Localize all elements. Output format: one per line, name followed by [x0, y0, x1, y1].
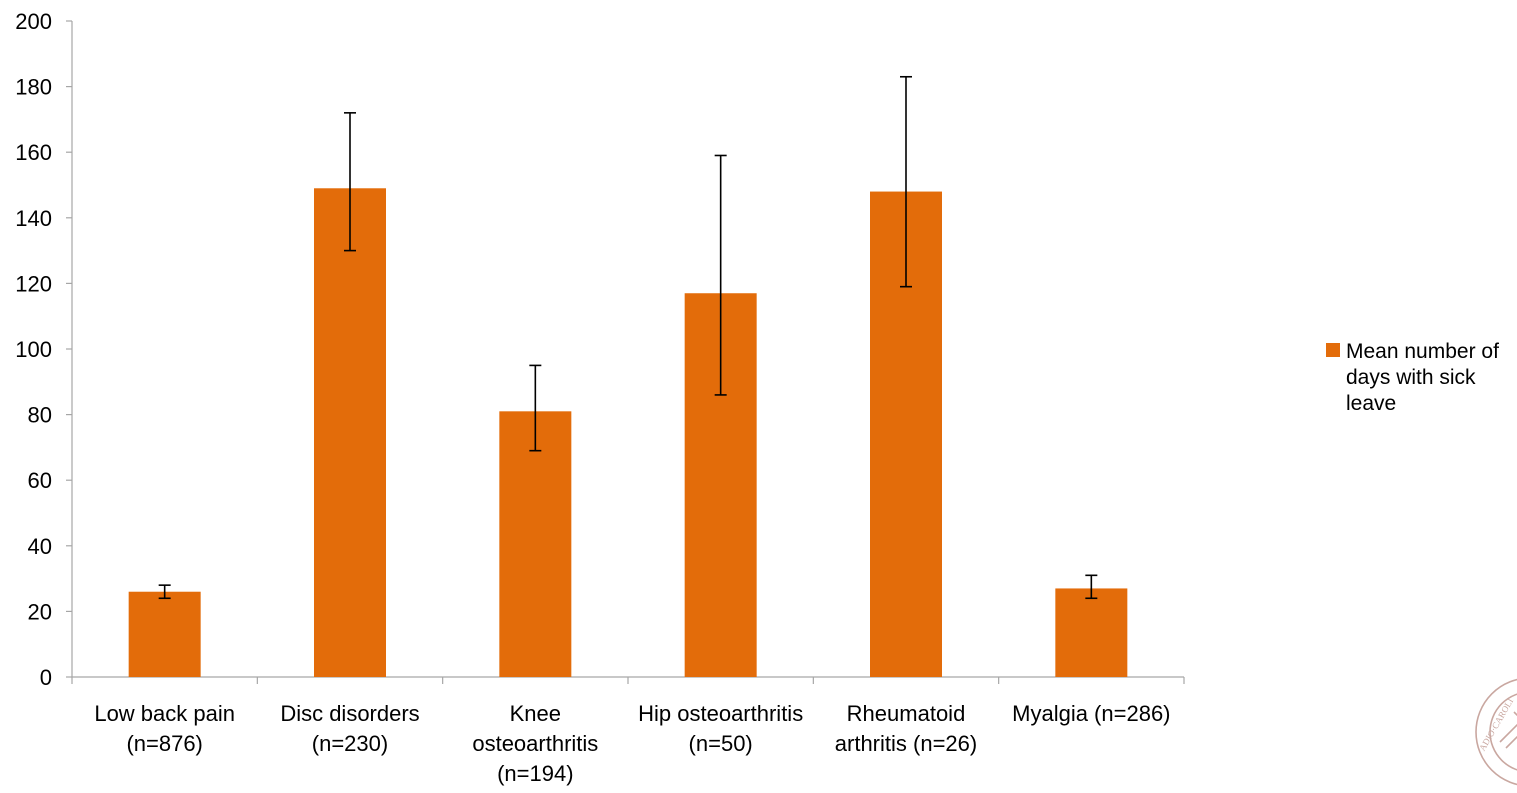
- university-seal-icon: ADIO·CAROLI: [1470, 672, 1517, 793]
- x-category-label: Low back pain (n=876): [94, 701, 235, 756]
- x-category-label: Rheumatoid arthritis (n=26): [835, 701, 977, 756]
- y-tick-label: 20: [28, 599, 52, 624]
- y-axis: 0 20 40 60 80 100 120 140 160 180 200: [15, 9, 73, 690]
- y-tick-label: 60: [28, 468, 52, 493]
- x-category-label: Knee osteoarthritis (n=194): [472, 701, 598, 786]
- legend-label: Mean number of days with sick leave: [1346, 340, 1499, 415]
- y-tick-label: 160: [15, 140, 52, 165]
- category-labels: Low back pain (n=876) Disc disorders (n=230…: [94, 701, 1170, 786]
- error-bars: [158, 75, 1098, 600]
- bar: [128, 591, 201, 677]
- x-category-label: Disc disorders (n=230): [280, 701, 419, 756]
- y-tick-label: 120: [15, 271, 52, 296]
- bar: [314, 188, 386, 677]
- bars: [128, 188, 1128, 677]
- x-category-label: Myalgia (n=286): [1012, 701, 1170, 726]
- y-tick-label: 100: [15, 337, 52, 362]
- bar: [499, 411, 572, 677]
- legend: Mean number of days with sick leave: [1326, 339, 1511, 417]
- legend-swatch: [1326, 343, 1340, 357]
- y-tick-label: 180: [15, 75, 52, 100]
- x-category-label: Hip osteoarthritis (n=50): [638, 701, 803, 756]
- y-tick-label: 140: [15, 206, 52, 231]
- x-axis: [71, 676, 1185, 684]
- y-tick-label: 200: [15, 9, 52, 34]
- y-tick-label: 0: [40, 665, 52, 690]
- bar: [1055, 588, 1128, 677]
- y-tick-label: 80: [28, 403, 52, 428]
- y-tick-label: 40: [28, 534, 52, 559]
